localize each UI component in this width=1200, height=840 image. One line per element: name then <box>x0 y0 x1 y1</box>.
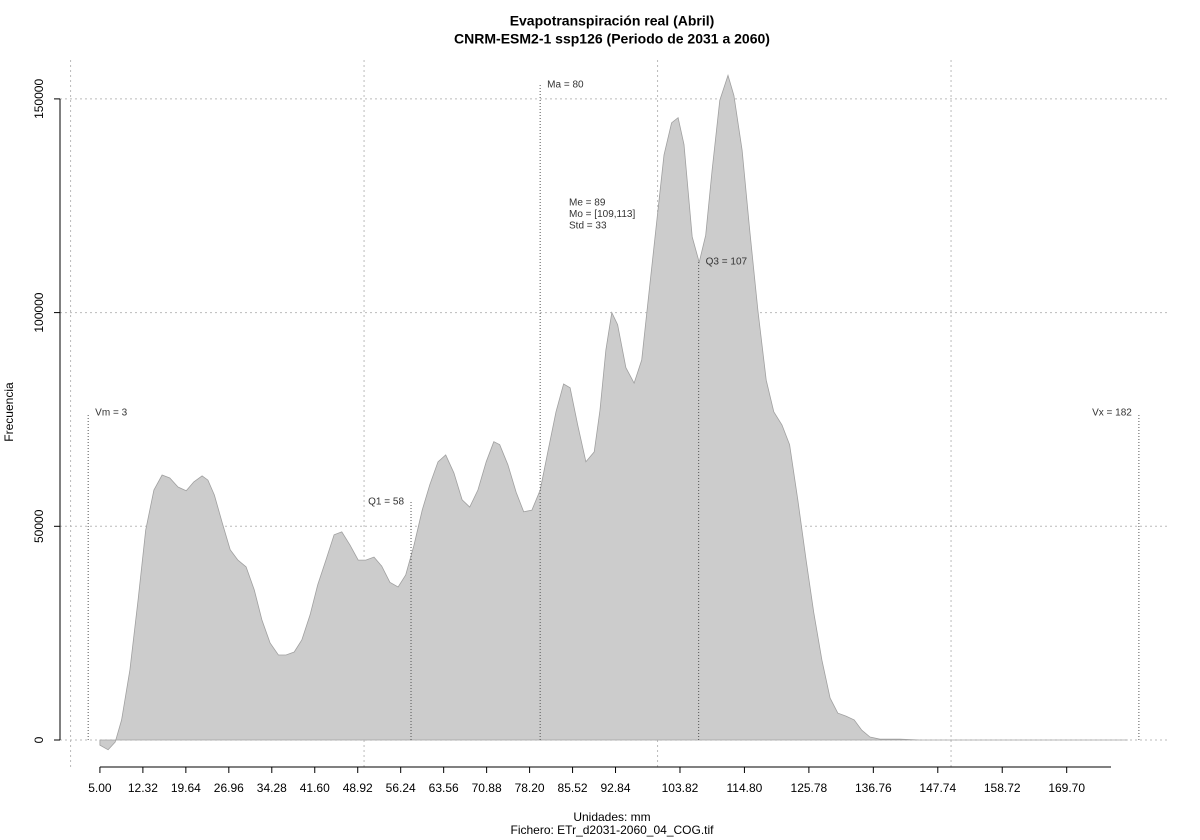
x-tick-label: 56.24 <box>386 781 416 795</box>
x-tick-label: 48.92 <box>343 781 373 795</box>
caption: Fichero: ETr_d2031-2060_04_COG.tif <box>511 823 715 837</box>
y-axis-label: Frecuencia <box>2 382 16 442</box>
x-tick-label: 147.74 <box>919 781 956 795</box>
chart-title: Evapotranspiración real (Abril) <box>510 13 715 29</box>
x-tick-label: 85.52 <box>558 781 588 795</box>
x-tick-label: 26.96 <box>214 781 244 795</box>
marker-label: Q1 = 58 <box>368 497 404 508</box>
x-tick-label: 103.82 <box>662 781 699 795</box>
x-tick-label: 158.72 <box>984 781 1021 795</box>
density-area <box>99 74 1128 751</box>
x-tick-label: 92.84 <box>601 781 631 795</box>
y-tick-label: 50000 <box>32 509 46 543</box>
stat-label: Mo = [109,113] <box>569 209 635 220</box>
x-axis-label: Unidades: mm <box>573 810 650 824</box>
marker-label: Q3 = 107 <box>706 256 748 267</box>
x-tick-label: 125.78 <box>791 781 828 795</box>
chart-subtitle: CNRM-ESM2-1 ssp126 (Periodo de 2031 a 20… <box>454 31 770 47</box>
x-tick-label: 136.76 <box>855 781 892 795</box>
x-tick-label: 41.60 <box>300 781 330 795</box>
marker-label: Vx = 182 <box>1092 408 1132 419</box>
x-tick-label: 70.88 <box>472 781 502 795</box>
x-tick-label: 5.00 <box>88 781 112 795</box>
y-tick-label: 100000 <box>32 292 46 332</box>
x-tick-label: 169.70 <box>1048 781 1085 795</box>
x-tick-label: 114.80 <box>727 781 763 795</box>
marker-label: Vm = 3 <box>95 408 127 419</box>
x-tick-label: 12.32 <box>128 781 158 795</box>
y-tick-label: 0 <box>32 736 46 743</box>
x-tick-label: 19.64 <box>171 781 201 795</box>
x-tick-label: 34.28 <box>257 781 287 795</box>
x-tick-label: 78.20 <box>515 781 545 795</box>
stat-label: Std = 33 <box>569 221 607 232</box>
x-tick-label: 63.56 <box>429 781 459 795</box>
stat-label: Me = 89 <box>569 198 606 209</box>
marker-label: Ma = 80 <box>547 79 584 90</box>
y-tick-label: 150000 <box>32 79 46 119</box>
